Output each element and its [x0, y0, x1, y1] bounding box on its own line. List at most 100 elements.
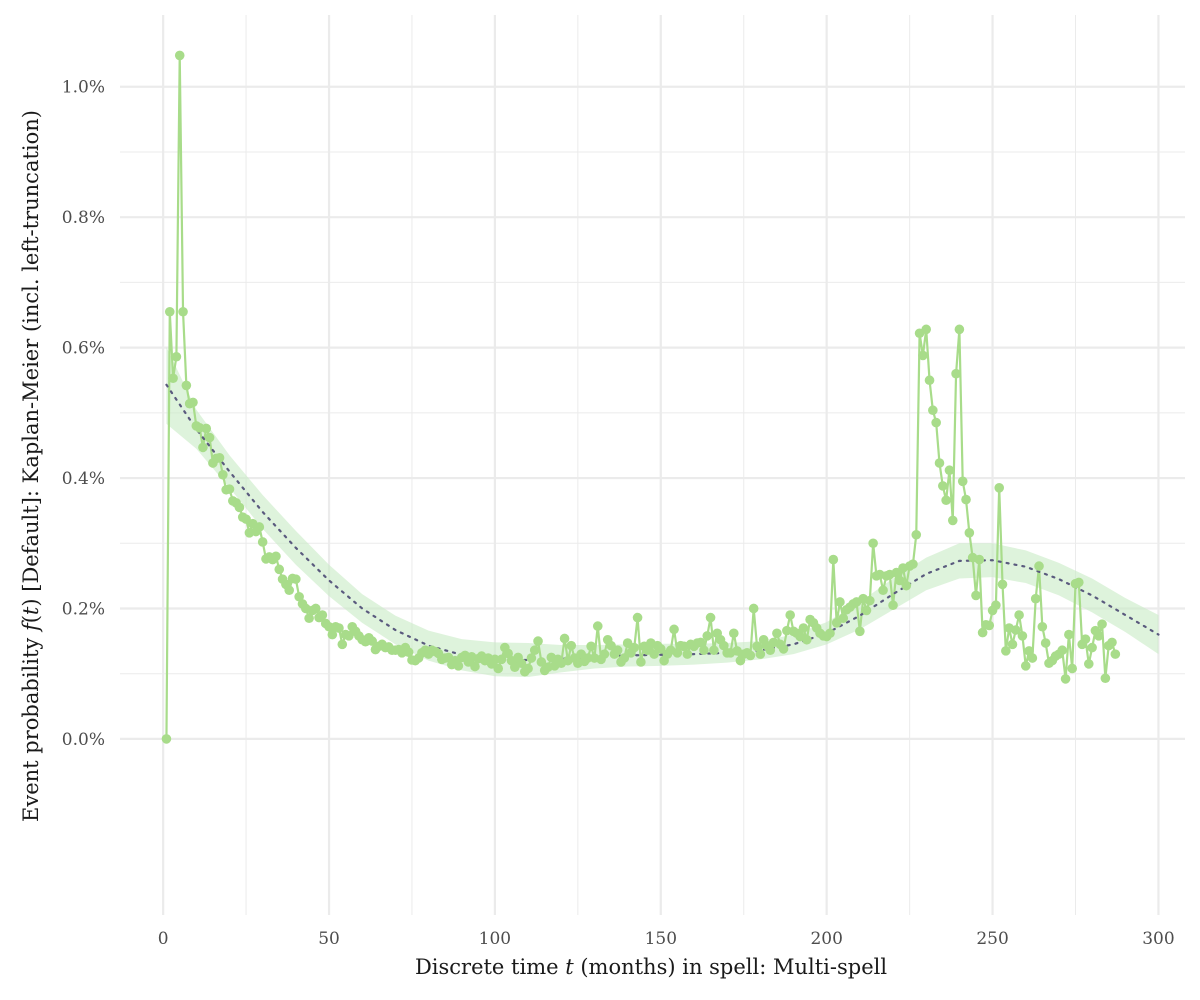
- y-tick-label: 0.4%: [62, 469, 105, 489]
- data-point: [1027, 653, 1038, 663]
- data-point: [901, 580, 912, 591]
- data-point: [516, 658, 527, 669]
- data-point: [748, 603, 759, 614]
- data-point: [168, 373, 178, 384]
- data-point: [310, 603, 321, 614]
- data-point: [695, 637, 706, 648]
- data-point: [991, 600, 1001, 611]
- x-tick-label: 150: [645, 929, 677, 949]
- data-point: [523, 663, 533, 674]
- data-point: [921, 324, 932, 335]
- data-point: [931, 417, 941, 428]
- data-point: [1107, 637, 1117, 648]
- data-point: [1060, 674, 1071, 684]
- data-point: [961, 494, 971, 505]
- data-point: [337, 639, 348, 650]
- data-point: [1087, 642, 1097, 653]
- data-point: [1083, 659, 1094, 669]
- data-point: [204, 432, 215, 443]
- data-point: [861, 605, 872, 616]
- x-tick-label: 50: [318, 929, 340, 949]
- data-point: [964, 528, 975, 538]
- data-point: [785, 610, 795, 620]
- data-point: [1080, 634, 1091, 644]
- confidence-band-layer: [166, 346, 1159, 677]
- data-point: [878, 585, 888, 596]
- data-point: [218, 469, 228, 480]
- data-point: [938, 481, 948, 491]
- x-tick-label: 200: [810, 929, 842, 949]
- data-point: [894, 575, 905, 586]
- data-point: [198, 442, 208, 453]
- data-point: [911, 529, 922, 540]
- y-tick-label: 0.6%: [62, 339, 105, 359]
- data-point: [201, 423, 212, 434]
- data-point: [599, 649, 610, 659]
- data-point: [178, 306, 188, 317]
- data-point: [974, 554, 985, 565]
- data-point: [752, 641, 762, 652]
- data-point: [709, 645, 719, 656]
- data-point: [772, 628, 782, 639]
- grid-major: [120, 15, 1185, 915]
- data-point: [1057, 645, 1068, 656]
- data-point: [765, 645, 776, 656]
- data-point: [403, 647, 414, 657]
- confidence-band: [166, 346, 1159, 677]
- data-point: [699, 645, 709, 656]
- data-point: [496, 654, 507, 665]
- data-point: [798, 623, 809, 633]
- y-tick-label: 0.0%: [62, 730, 105, 750]
- data-point: [636, 657, 646, 667]
- data-point: [1093, 631, 1104, 641]
- data-point: [493, 663, 504, 674]
- data-point: [271, 551, 281, 562]
- data-point: [728, 628, 739, 639]
- data-point: [1030, 593, 1041, 604]
- data-point: [453, 661, 464, 671]
- data-point: [188, 397, 198, 408]
- x-tick-label: 100: [479, 929, 511, 949]
- data-point: [1010, 625, 1021, 635]
- data-point: [327, 629, 338, 640]
- data-point: [526, 653, 537, 663]
- data-point: [529, 645, 540, 656]
- data-point: [612, 645, 623, 656]
- data-point: [745, 650, 756, 661]
- data-point: [971, 590, 981, 601]
- data-point: [924, 375, 935, 386]
- data-point: [1020, 661, 1031, 671]
- data-point: [719, 640, 729, 651]
- data-point: [778, 644, 789, 654]
- data-point: [951, 368, 961, 379]
- data-point: [801, 634, 812, 645]
- x-axis-title: Discrete time t (months) in spell: Multi…: [415, 955, 887, 979]
- data-point: [503, 648, 513, 659]
- data-point: [855, 626, 865, 637]
- points-layer: [161, 50, 1121, 744]
- y-tick-labels: 0.0% 0.2% 0.4% 0.6% 0.8% 1.0%: [62, 78, 105, 750]
- series-line: [165, 54, 1117, 739]
- data-point: [655, 644, 666, 654]
- data-point: [566, 640, 577, 651]
- data-point: [586, 641, 596, 652]
- data-point: [632, 612, 643, 623]
- data-point: [977, 627, 988, 638]
- data-point: [1037, 621, 1048, 632]
- data-point: [257, 537, 268, 547]
- data-point: [944, 465, 955, 476]
- y-tick-label: 1.0%: [62, 78, 105, 98]
- data-point: [224, 484, 235, 494]
- data-point: [1040, 638, 1051, 648]
- x-tick-labels: 0 50 100 150 200 250 300: [158, 929, 1175, 949]
- data-point: [1007, 639, 1018, 650]
- data-point: [174, 50, 185, 61]
- data-point: [934, 458, 945, 468]
- data-point: [984, 620, 995, 631]
- data-point: [868, 538, 878, 549]
- data-point: [705, 612, 716, 623]
- data-point: [954, 324, 965, 335]
- data-point: [324, 621, 334, 632]
- data-point: [865, 595, 875, 606]
- data-point: [755, 649, 766, 659]
